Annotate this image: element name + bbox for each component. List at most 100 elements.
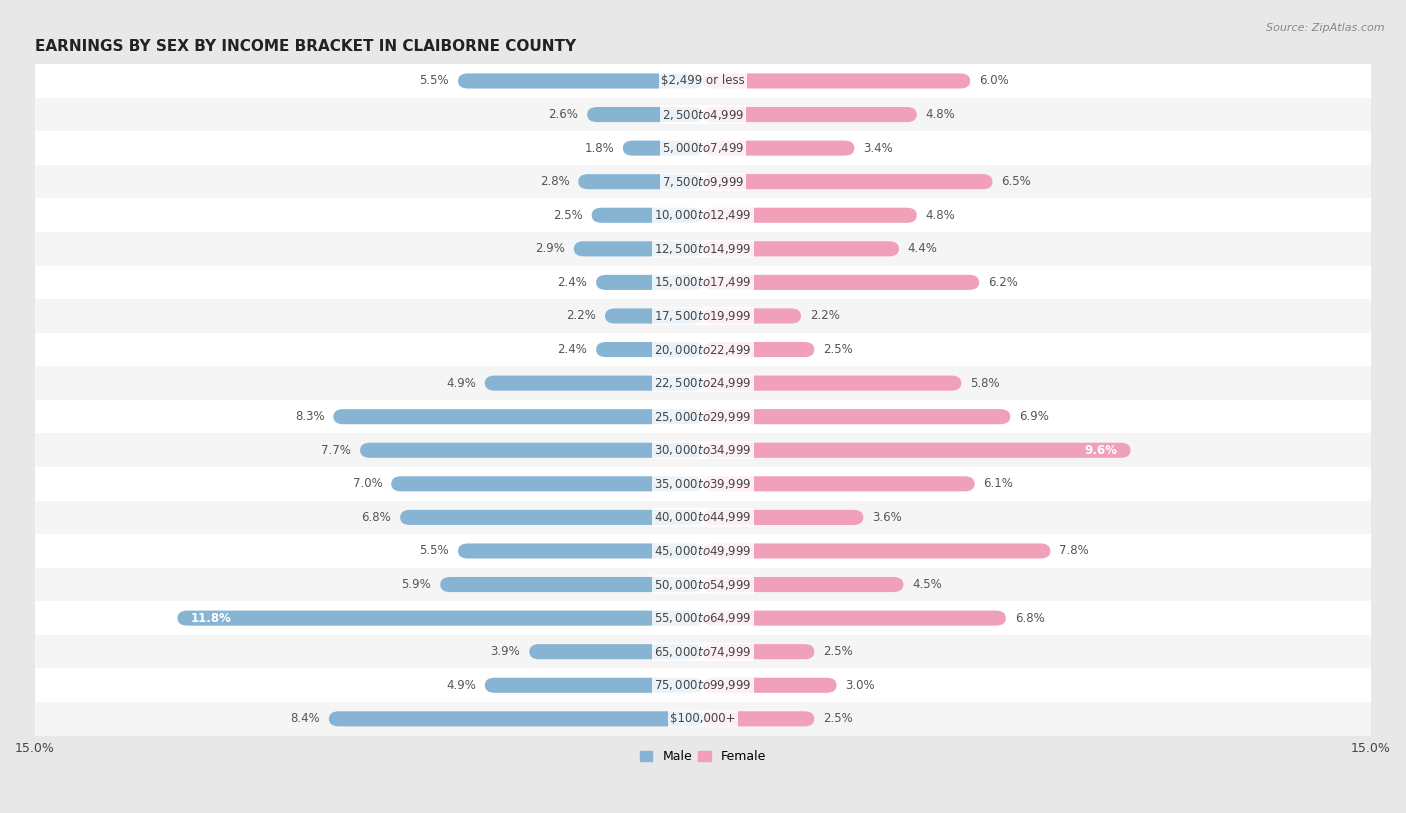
FancyBboxPatch shape <box>703 207 917 223</box>
FancyBboxPatch shape <box>458 73 703 89</box>
Text: 6.9%: 6.9% <box>1019 411 1049 424</box>
Text: 6.0%: 6.0% <box>979 75 1010 88</box>
FancyBboxPatch shape <box>596 342 703 357</box>
FancyBboxPatch shape <box>703 476 974 491</box>
Text: $5,000 to $7,499: $5,000 to $7,499 <box>662 141 744 155</box>
Text: 2.5%: 2.5% <box>553 209 582 222</box>
Text: 6.2%: 6.2% <box>988 276 1018 289</box>
Text: $50,000 to $54,999: $50,000 to $54,999 <box>654 577 752 592</box>
Bar <box>35 433 1371 467</box>
Text: 6.1%: 6.1% <box>984 477 1014 490</box>
Text: 2.6%: 2.6% <box>548 108 578 121</box>
FancyBboxPatch shape <box>703 409 1011 424</box>
Text: 2.9%: 2.9% <box>536 242 565 255</box>
Text: 4.8%: 4.8% <box>925 209 956 222</box>
Text: 4.5%: 4.5% <box>912 578 942 591</box>
Text: 7.0%: 7.0% <box>353 477 382 490</box>
Text: 2.5%: 2.5% <box>824 712 853 725</box>
Bar <box>35 602 1371 635</box>
Text: $65,000 to $74,999: $65,000 to $74,999 <box>654 645 752 659</box>
Text: 6.8%: 6.8% <box>1015 611 1045 624</box>
Text: 2.5%: 2.5% <box>824 343 853 356</box>
FancyBboxPatch shape <box>623 141 703 155</box>
Bar <box>35 198 1371 232</box>
Text: 1.8%: 1.8% <box>583 141 614 154</box>
Text: 2.2%: 2.2% <box>567 310 596 323</box>
Text: $7,500 to $9,999: $7,500 to $9,999 <box>662 175 744 189</box>
Bar <box>35 534 1371 567</box>
Bar <box>35 567 1371 602</box>
Bar <box>35 165 1371 198</box>
Text: 4.8%: 4.8% <box>925 108 956 121</box>
FancyBboxPatch shape <box>592 207 703 223</box>
Text: 5.8%: 5.8% <box>970 376 1000 389</box>
FancyBboxPatch shape <box>703 141 855 155</box>
Text: 2.4%: 2.4% <box>557 343 588 356</box>
Text: $30,000 to $34,999: $30,000 to $34,999 <box>654 443 752 457</box>
Text: $10,000 to $12,499: $10,000 to $12,499 <box>654 208 752 222</box>
Text: 3.0%: 3.0% <box>845 679 875 692</box>
Bar <box>35 635 1371 668</box>
Text: $2,500 to $4,999: $2,500 to $4,999 <box>662 107 744 121</box>
FancyBboxPatch shape <box>401 510 703 525</box>
Text: $100,000+: $100,000+ <box>671 712 735 725</box>
FancyBboxPatch shape <box>596 275 703 290</box>
FancyBboxPatch shape <box>703 376 962 391</box>
Bar <box>35 702 1371 736</box>
Bar <box>35 333 1371 367</box>
Text: $15,000 to $17,499: $15,000 to $17,499 <box>654 276 752 289</box>
FancyBboxPatch shape <box>703 275 979 290</box>
Text: 7.7%: 7.7% <box>322 444 352 457</box>
Bar <box>35 400 1371 433</box>
Bar <box>35 668 1371 702</box>
FancyBboxPatch shape <box>703 73 970 89</box>
FancyBboxPatch shape <box>703 107 917 122</box>
FancyBboxPatch shape <box>605 308 703 324</box>
Legend: Male, Female: Male, Female <box>636 746 770 768</box>
FancyBboxPatch shape <box>440 577 703 592</box>
FancyBboxPatch shape <box>703 308 801 324</box>
Text: 2.8%: 2.8% <box>540 175 569 188</box>
FancyBboxPatch shape <box>329 711 703 726</box>
Bar <box>35 98 1371 132</box>
Text: 2.4%: 2.4% <box>557 276 588 289</box>
Text: $12,500 to $14,999: $12,500 to $14,999 <box>654 241 752 256</box>
Text: 4.9%: 4.9% <box>446 679 475 692</box>
Bar <box>35 501 1371 534</box>
Bar <box>35 467 1371 501</box>
FancyBboxPatch shape <box>360 443 703 458</box>
Text: $25,000 to $29,999: $25,000 to $29,999 <box>654 410 752 424</box>
Text: $75,000 to $99,999: $75,000 to $99,999 <box>654 678 752 692</box>
Text: $45,000 to $49,999: $45,000 to $49,999 <box>654 544 752 558</box>
Text: 5.5%: 5.5% <box>419 75 449 88</box>
Text: $22,500 to $24,999: $22,500 to $24,999 <box>654 376 752 390</box>
Bar <box>35 367 1371 400</box>
Bar <box>35 64 1371 98</box>
Text: 5.5%: 5.5% <box>419 545 449 558</box>
FancyBboxPatch shape <box>703 543 1050 559</box>
Text: 8.4%: 8.4% <box>290 712 321 725</box>
Text: 4.9%: 4.9% <box>446 376 475 389</box>
Text: $35,000 to $39,999: $35,000 to $39,999 <box>654 477 752 491</box>
FancyBboxPatch shape <box>391 476 703 491</box>
FancyBboxPatch shape <box>703 611 1005 626</box>
Text: EARNINGS BY SEX BY INCOME BRACKET IN CLAIBORNE COUNTY: EARNINGS BY SEX BY INCOME BRACKET IN CLA… <box>35 39 576 54</box>
FancyBboxPatch shape <box>588 107 703 122</box>
Bar <box>35 232 1371 266</box>
FancyBboxPatch shape <box>703 174 993 189</box>
Text: 8.3%: 8.3% <box>295 411 325 424</box>
Bar <box>35 132 1371 165</box>
Text: 4.4%: 4.4% <box>908 242 938 255</box>
Text: $55,000 to $64,999: $55,000 to $64,999 <box>654 611 752 625</box>
FancyBboxPatch shape <box>703 711 814 726</box>
Text: 2.5%: 2.5% <box>824 646 853 659</box>
FancyBboxPatch shape <box>333 409 703 424</box>
FancyBboxPatch shape <box>703 342 814 357</box>
FancyBboxPatch shape <box>703 678 837 693</box>
FancyBboxPatch shape <box>458 543 703 559</box>
Text: 9.6%: 9.6% <box>1084 444 1118 457</box>
FancyBboxPatch shape <box>703 241 898 256</box>
FancyBboxPatch shape <box>485 678 703 693</box>
FancyBboxPatch shape <box>703 644 814 659</box>
FancyBboxPatch shape <box>529 644 703 659</box>
